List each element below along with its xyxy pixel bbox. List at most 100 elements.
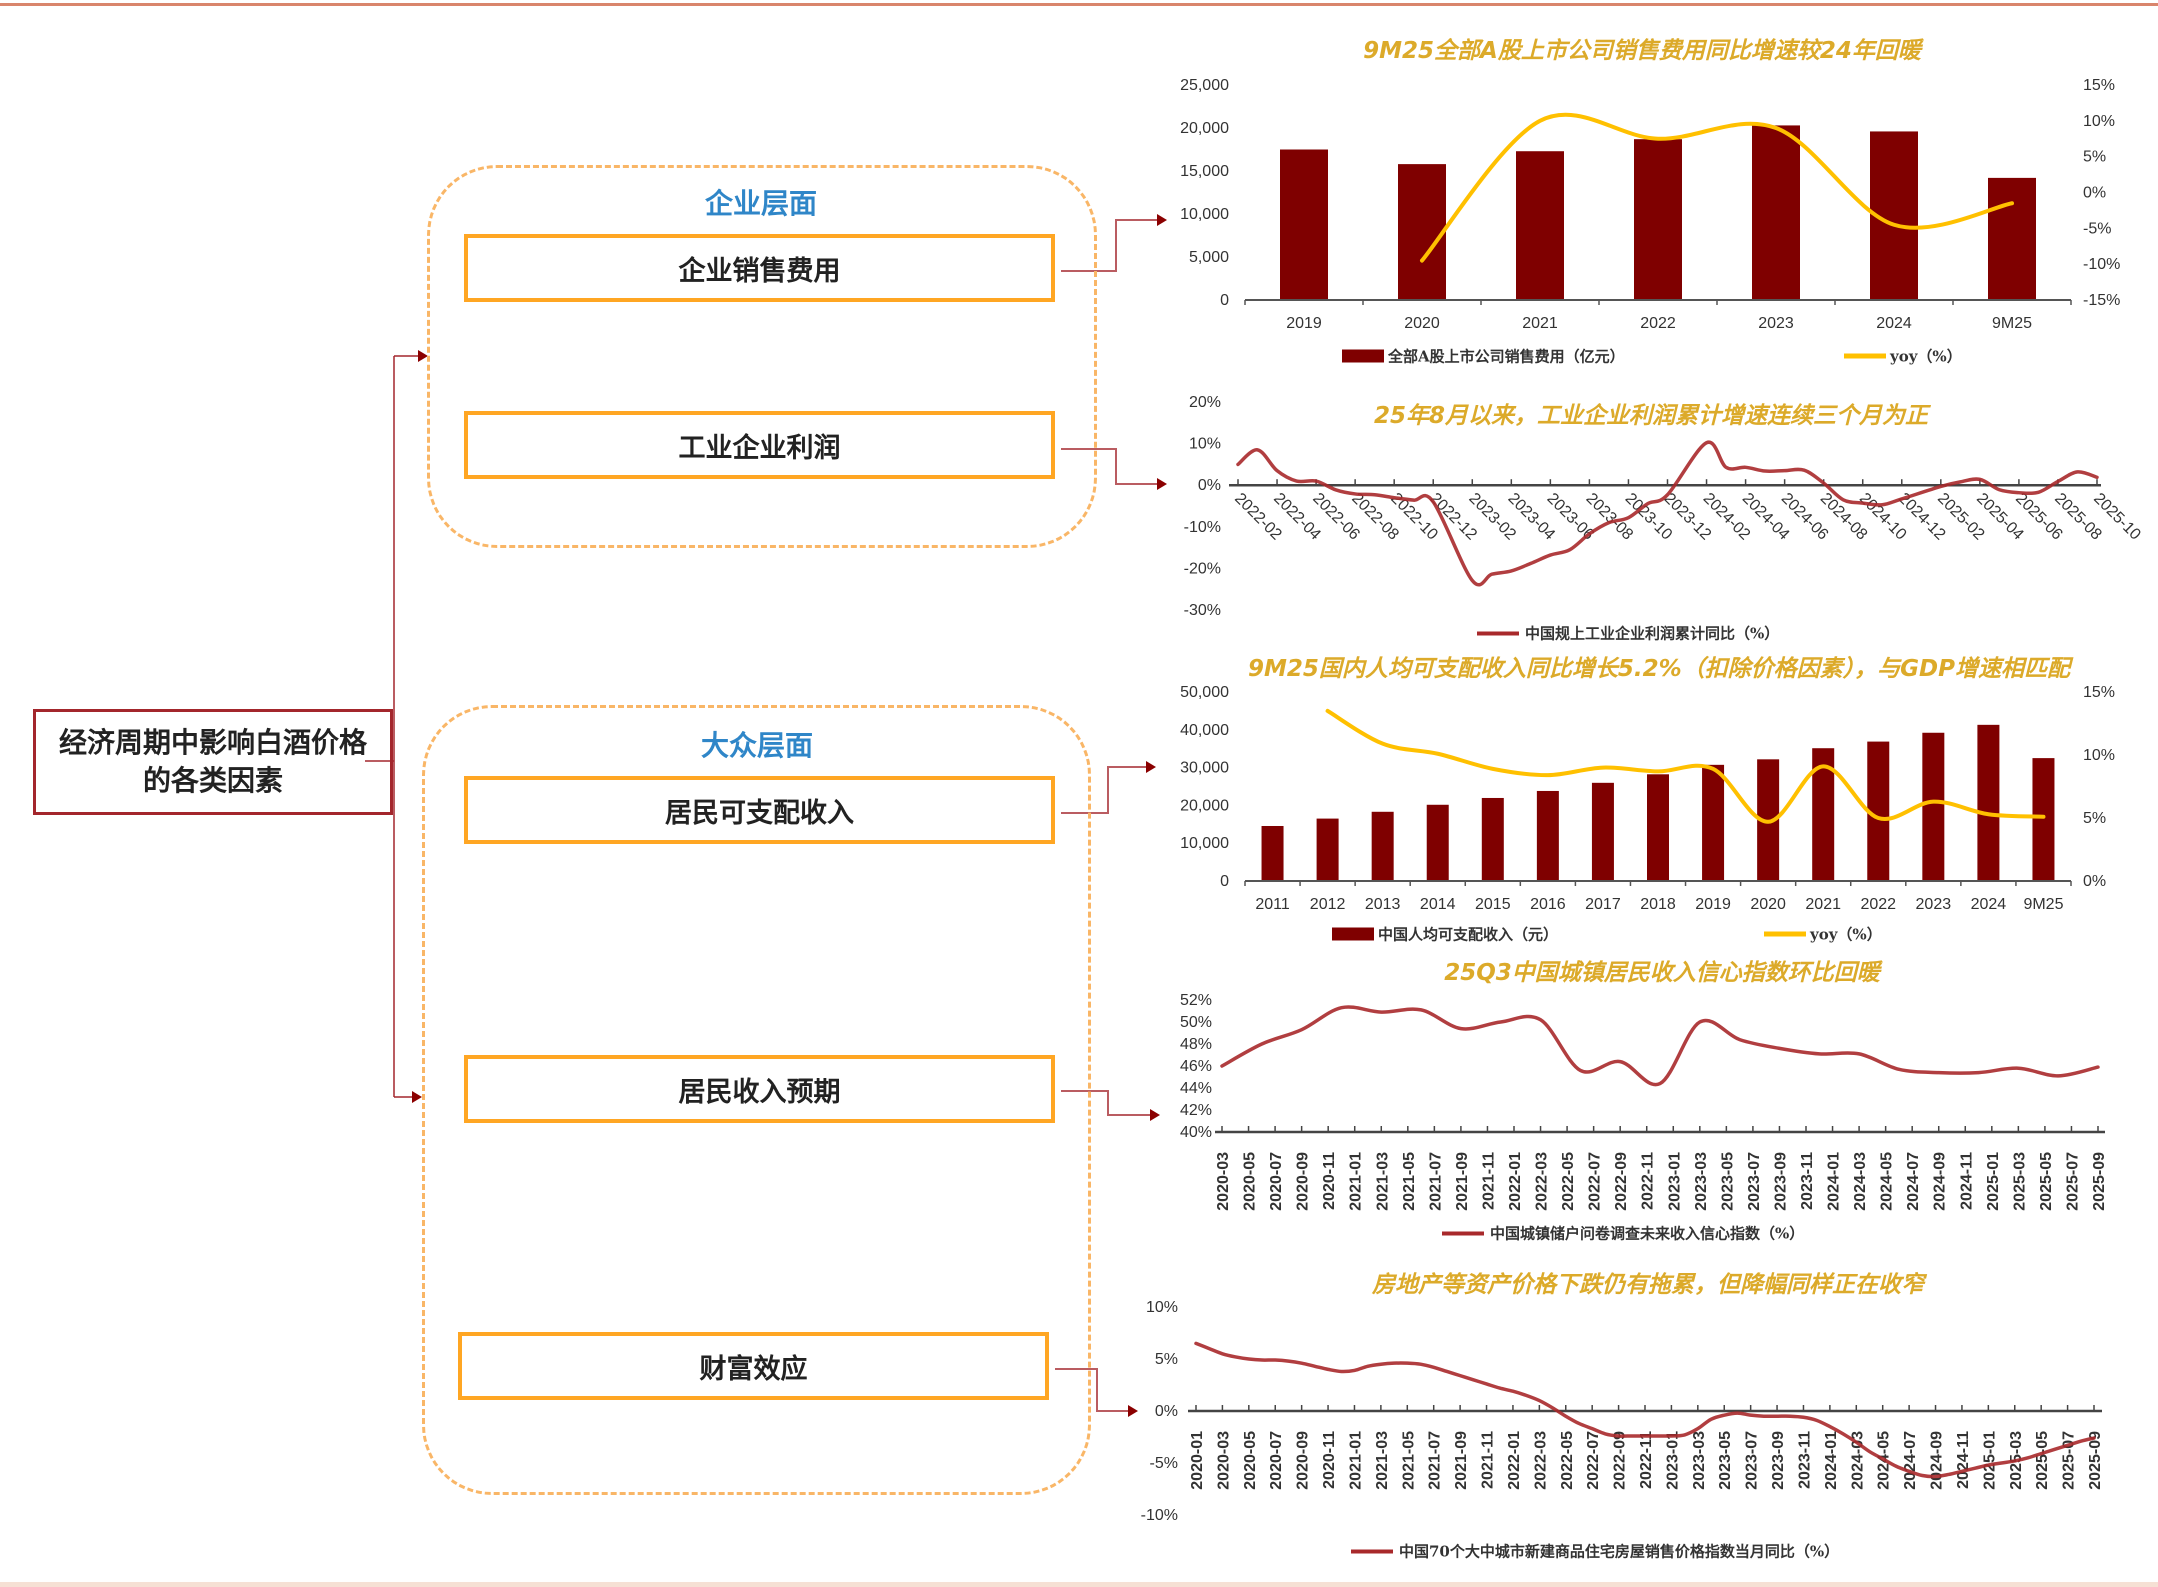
- x-tick-label: 2024-01: [1826, 1152, 1843, 1211]
- x-tick-label: 2022-03: [1534, 1152, 1551, 1211]
- x-tick-label: 2021-03: [1374, 1152, 1391, 1211]
- x-tick-label: 2012: [1310, 896, 1346, 913]
- y-tick-label: 0%: [1155, 1403, 1178, 1420]
- data-line: [1194, 1341, 2096, 1479]
- x-tick-label: 2021: [1805, 896, 1841, 913]
- bar: [1812, 748, 1835, 881]
- y-tick-label: 42%: [1180, 1102, 1212, 1119]
- x-tick-label: 2020-01: [1189, 1431, 1206, 1490]
- y2-tick-label: -10%: [2083, 256, 2120, 273]
- root-factor-box: 经济周期中影响白酒价格的各类因素: [33, 709, 393, 815]
- group-label-enterprise: 企业层面: [704, 187, 818, 220]
- y2-tick-label: 0%: [2083, 873, 2106, 890]
- x-tick-label: 2020-09: [1295, 1431, 1312, 1490]
- bar: [1977, 724, 2000, 881]
- factor-industrial-profit: 工业企业利润: [464, 411, 1055, 479]
- factor-disposable-income: 居民可支配收入: [464, 776, 1055, 844]
- connector-factor-to-chart: [1055, 1368, 1130, 1412]
- y-tick-label: 40%: [1180, 1124, 1212, 1141]
- legend-swatch: [1351, 1549, 1393, 1553]
- x-tick-label: 2019: [1695, 896, 1731, 913]
- x-tick-label: 9M25: [2023, 896, 2063, 913]
- bar: [1316, 818, 1339, 881]
- legend-item-industrial-profit: 中国规上工业企业利润累计同比（%）: [1477, 623, 1779, 644]
- y-tick-label: 0: [1220, 873, 1229, 890]
- x-tick-label: 2023: [1758, 315, 1794, 332]
- y2-tick-label: 15%: [2083, 77, 2115, 94]
- group-label-mass: 大众层面: [700, 729, 814, 762]
- legend-label: 中国规上工业企业利润累计同比（%）: [1525, 624, 1780, 643]
- y-tick-label: 10,000: [1180, 206, 1229, 223]
- bar: [1280, 149, 1328, 300]
- y2-tick-label: -5%: [2083, 220, 2111, 237]
- x-tick-label: 2020-11: [1321, 1431, 1338, 1489]
- x-tick-label: 2020-03: [1215, 1431, 1232, 1490]
- x-tick-label: 2020: [1404, 315, 1440, 332]
- x-tick-label: 2021-05: [1400, 1431, 1417, 1490]
- legend-label: 中国人均可支配收入（元）: [1378, 925, 1559, 944]
- bar: [1988, 177, 2036, 300]
- group-mass: [422, 705, 1091, 1495]
- y-tick-label: 30,000: [1180, 760, 1229, 777]
- x-tick-label: 2024-05: [1879, 1152, 1896, 1211]
- bar: [1634, 139, 1682, 300]
- x-tick-label: 2024-11: [1958, 1152, 1975, 1210]
- x-tick-label: 2025-09: [2087, 1431, 2104, 1490]
- arrow-icon: [418, 350, 428, 362]
- legend-item-house-price: 中国70个大中城市新建商品住宅房屋销售价格指数当月同比（%）: [1351, 1541, 1839, 1562]
- x-tick-label: 2022-09: [1613, 1152, 1630, 1211]
- x-tick-label: 2023-03: [1693, 1152, 1710, 1211]
- legend-swatch: [1764, 931, 1806, 937]
- bottom-border: [0, 1582, 2158, 1587]
- data-line: [1220, 1005, 2100, 1087]
- x-tick-label: 2024-11: [1955, 1431, 1972, 1489]
- y2-tick-label: -15%: [2083, 292, 2120, 309]
- legend-label: 中国70个大中城市新建商品住宅房屋销售价格指数当月同比（%）: [1399, 1542, 1840, 1561]
- x-tick-label: 2025-07: [2064, 1152, 2081, 1211]
- y-tick-label: 25,000: [1180, 77, 1229, 94]
- x-tick-label: 2023-09: [1770, 1431, 1787, 1490]
- bar: [1867, 741, 1890, 881]
- y2-tick-label: 10%: [2083, 113, 2115, 130]
- x-tick-label: 2022-03: [1532, 1431, 1549, 1490]
- bar: [1516, 151, 1564, 300]
- y2-tick-label: 0%: [2083, 185, 2106, 202]
- x-tick-label: 2022-07: [1587, 1152, 1604, 1211]
- x-tick-label: 2023-03: [1691, 1431, 1708, 1490]
- y-tick-label: 46%: [1180, 1058, 1212, 1075]
- x-tick-label: 2020-07: [1268, 1431, 1285, 1490]
- x-tick-label: 2020-07: [1268, 1152, 1285, 1211]
- group-enterprise: [427, 165, 1097, 548]
- x-tick-label: 2021-09: [1454, 1152, 1471, 1211]
- x-tick-label: 2021-01: [1348, 1152, 1365, 1211]
- y2-tick-label: 10%: [2083, 747, 2115, 764]
- x-tick-label: 2016: [1530, 896, 1566, 913]
- y-tick-label: 10,000: [1180, 835, 1229, 852]
- x-tick-label: 2021-11: [1480, 1152, 1497, 1210]
- x-tick-label: 2020-05: [1242, 1431, 1259, 1490]
- x-tick-label: 2021-11: [1480, 1431, 1497, 1489]
- x-tick-label: 2024-09: [1929, 1431, 1946, 1490]
- x-tick-label: 2021-01: [1347, 1431, 1364, 1490]
- x-tick-label: 2022-05: [1559, 1431, 1576, 1490]
- legend-label: yoy（%）: [1890, 347, 1962, 366]
- arrow-icon: [1128, 1405, 1138, 1417]
- x-tick-label: 2023-01: [1664, 1431, 1681, 1490]
- chart-title-house-price: 房地产等资产价格下跌仍有拖累，但降幅同样正在收窄: [1372, 1272, 1924, 1298]
- y-tick-label: 20,000: [1180, 120, 1229, 137]
- factor-income-expectation: 居民收入预期: [464, 1055, 1055, 1123]
- bar: [1752, 125, 1800, 300]
- bar: [1398, 164, 1446, 300]
- legend-item-sales-yoy: yoy（%）: [1844, 346, 1962, 367]
- legend-label: yoy（%）: [1810, 925, 1882, 944]
- y-tick-label: 15,000: [1180, 163, 1229, 180]
- x-tick-label: 2015: [1475, 896, 1511, 913]
- y-tick-label: 20,000: [1180, 797, 1229, 814]
- x-tick-label: 2023-07: [1746, 1152, 1763, 1211]
- x-tick-label: 2021-07: [1427, 1152, 1444, 1211]
- factor-wealth-effect: 财富效应: [458, 1332, 1049, 1400]
- x-tick-label: 2022-09: [1612, 1431, 1629, 1490]
- x-tick-label: 2025-03: [2011, 1152, 2028, 1211]
- bar: [2032, 758, 2055, 881]
- legend-item-income: 中国人均可支配收入（元）: [1332, 924, 1558, 945]
